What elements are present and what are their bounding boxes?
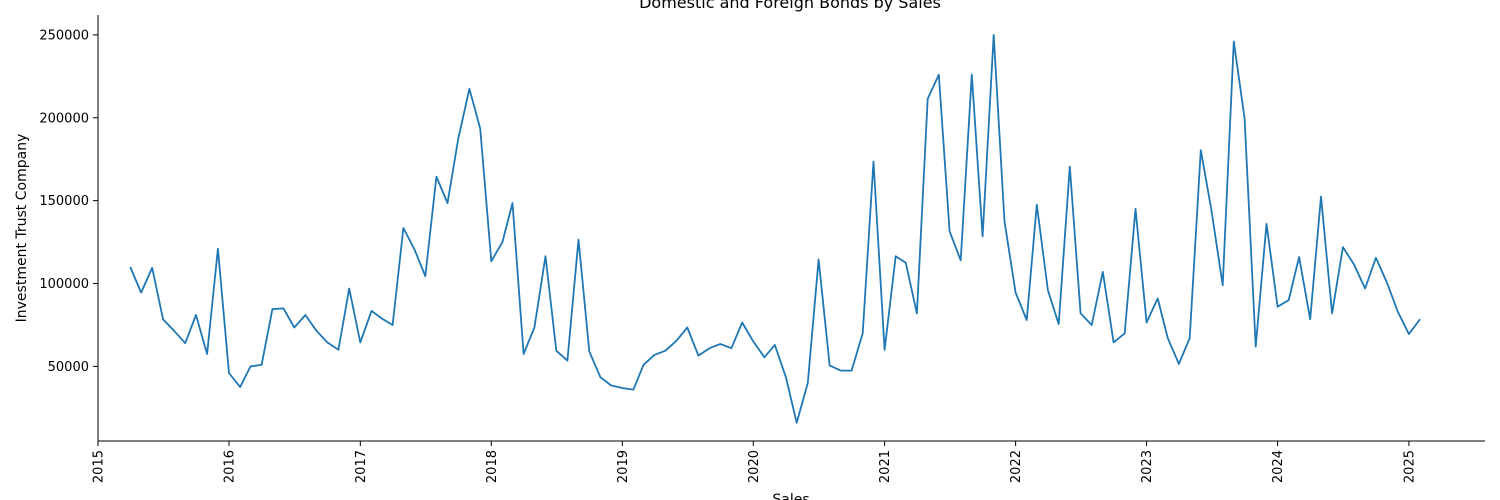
x-tick-label: 2020 bbox=[747, 450, 762, 483]
x-tick-label: 2023 bbox=[1140, 450, 1155, 483]
y-tick-label: 50000 bbox=[48, 360, 89, 375]
x-tick-label: 2015 bbox=[92, 450, 107, 483]
x-axis-ticks: 2015 2016 2017 2018 2019 2020 2021 2022 2023 2024… bbox=[92, 441, 1417, 483]
y-tick-label: 250000 bbox=[39, 28, 89, 43]
x-tick-label: 2018 bbox=[485, 450, 500, 483]
y-tick-label: 100000 bbox=[39, 277, 89, 292]
series-line bbox=[129, 34, 1421, 424]
x-tick-label: 2016 bbox=[222, 450, 237, 483]
chart-title: Domestic and Foreign Bonds by Sales bbox=[639, 0, 941, 12]
x-axis-title: Sales bbox=[772, 492, 809, 500]
y-axis-title: Investment Trust Company bbox=[14, 134, 30, 323]
x-tick-label: 2019 bbox=[616, 450, 631, 483]
x-tick-label: 2025 bbox=[1402, 450, 1417, 483]
x-tick-label: 2017 bbox=[354, 450, 369, 483]
y-tick-label: 200000 bbox=[39, 111, 89, 126]
x-tick-label: 2024 bbox=[1271, 450, 1286, 483]
y-axis-ticks: 50000 100000 150000 200000 250000 bbox=[39, 28, 98, 375]
x-tick-label: 2022 bbox=[1009, 450, 1024, 483]
x-tick-label: 2021 bbox=[878, 450, 893, 483]
y-tick-label: 150000 bbox=[39, 194, 89, 209]
